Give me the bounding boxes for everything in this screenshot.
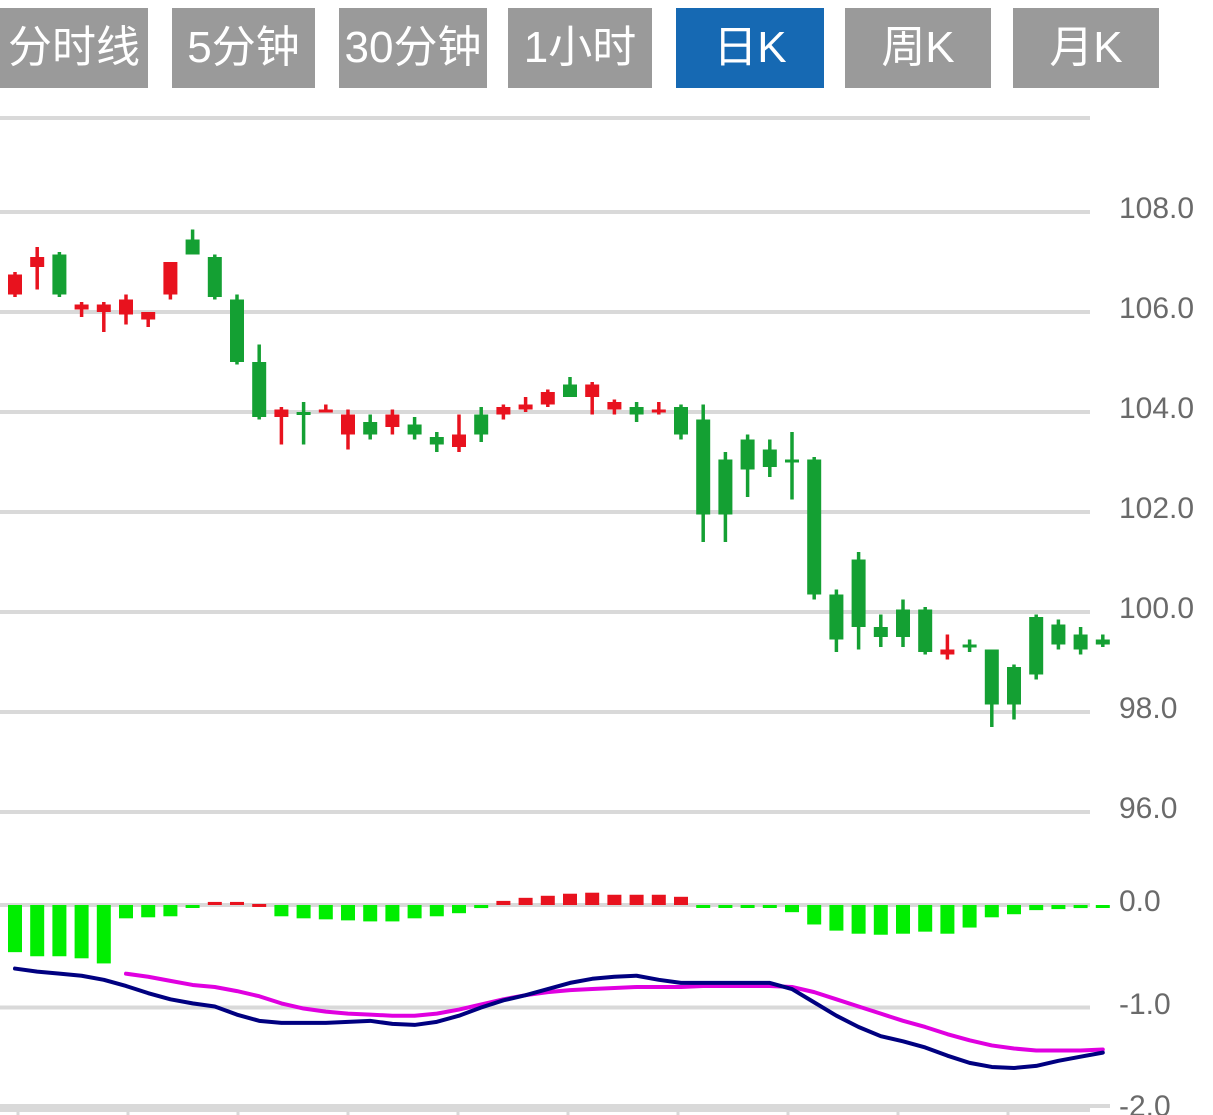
- tab-7[interactable]: 月K: [1013, 8, 1159, 88]
- x-axis-ticks: [0, 1104, 1110, 1115]
- macd-axis-label: -2.0: [1119, 1090, 1171, 1115]
- timeframe-tab-bar: 分时线 5分钟 30分钟 1小时 日K 周K 月K: [0, 8, 1213, 88]
- price-axis-label: 98.0: [1119, 692, 1178, 725]
- price-axis-label: 106.0: [1119, 292, 1195, 325]
- chart-canvas: [0, 116, 1110, 1115]
- tab-5[interactable]: 日K: [676, 8, 824, 88]
- grid-lines: [0, 116, 1090, 1112]
- candlestick-series: [8, 229, 1110, 727]
- macd-histogram: [8, 892, 1110, 964]
- price-axis-label: 100.0: [1119, 592, 1195, 625]
- macd-axis-label: 0.0: [1119, 885, 1161, 918]
- tab-3[interactable]: 30分钟: [339, 8, 487, 88]
- chart-area[interactable]: 108.0 106.0 104.0 102.0 100.0 98.0 96.0 0.0 -1.…: [0, 88, 1213, 1115]
- tab-2[interactable]: 5分钟: [172, 8, 315, 88]
- macd-axis-label: -1.0: [1119, 987, 1171, 1021]
- price-axis-label: 104.0: [1119, 392, 1195, 425]
- macd-lines: [13, 966, 1105, 1070]
- tab-1[interactable]: 分时线: [0, 8, 148, 88]
- tab-4[interactable]: 1小时: [508, 8, 652, 88]
- tab-6[interactable]: 周K: [845, 8, 991, 88]
- price-axis-label: 96.0: [1119, 792, 1178, 825]
- price-axis-label: 108.0: [1119, 192, 1195, 225]
- price-axis-label: 102.0: [1119, 492, 1195, 525]
